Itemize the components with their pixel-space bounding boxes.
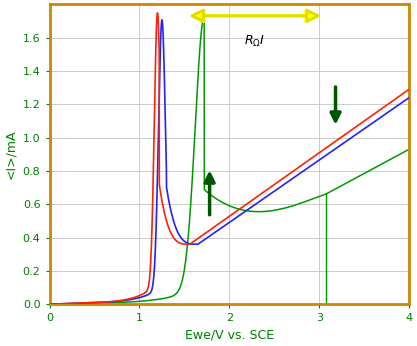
Y-axis label: <I>/mA: <I>/mA [4,129,17,179]
Text: $R_\Omega I$: $R_\Omega I$ [244,34,265,49]
X-axis label: Ewe/V vs. SCE: Ewe/V vs. SCE [185,329,274,342]
